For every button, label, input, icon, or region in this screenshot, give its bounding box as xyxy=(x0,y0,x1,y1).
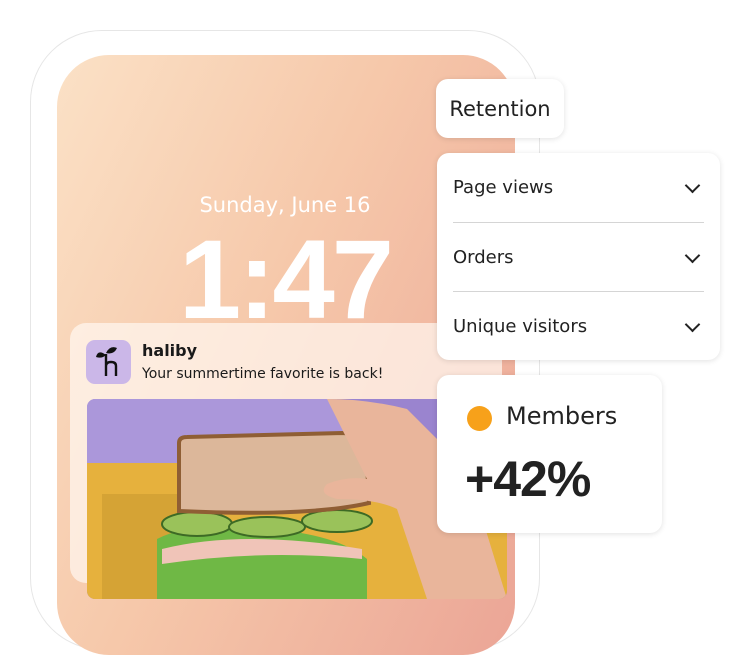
dropdown-item-unique-visitors[interactable]: Unique visitors xyxy=(453,291,704,361)
members-value: +42% xyxy=(465,451,591,507)
sprout-h-logo-icon xyxy=(86,340,131,384)
lock-date: Sunday, June 16 xyxy=(199,193,371,217)
retention-chip[interactable]: Retention xyxy=(436,79,564,138)
notification-message: Your summertime favorite is back! xyxy=(142,366,384,382)
chevron-down-icon[interactable] xyxy=(684,247,701,263)
chevron-down-icon[interactable] xyxy=(684,177,701,193)
members-legend-dot xyxy=(467,406,492,431)
chevron-down-icon[interactable] xyxy=(684,316,701,332)
members-label: Members xyxy=(506,402,618,430)
dropdown-item-orders[interactable]: Orders xyxy=(453,222,704,292)
notification-app-name: haliby xyxy=(142,341,198,360)
retention-label: Retention xyxy=(449,96,551,121)
lock-time: 1:47 xyxy=(178,217,394,342)
metrics-dropdown: Page views Orders Unique visitors xyxy=(437,153,720,360)
members-stat-card: Members +42% xyxy=(437,375,662,533)
dropdown-item-label: Unique visitors xyxy=(453,316,588,337)
dropdown-item-label: Page views xyxy=(453,177,554,198)
dropdown-item-page-views[interactable]: Page views xyxy=(453,153,704,222)
dropdown-item-label: Orders xyxy=(453,247,514,268)
